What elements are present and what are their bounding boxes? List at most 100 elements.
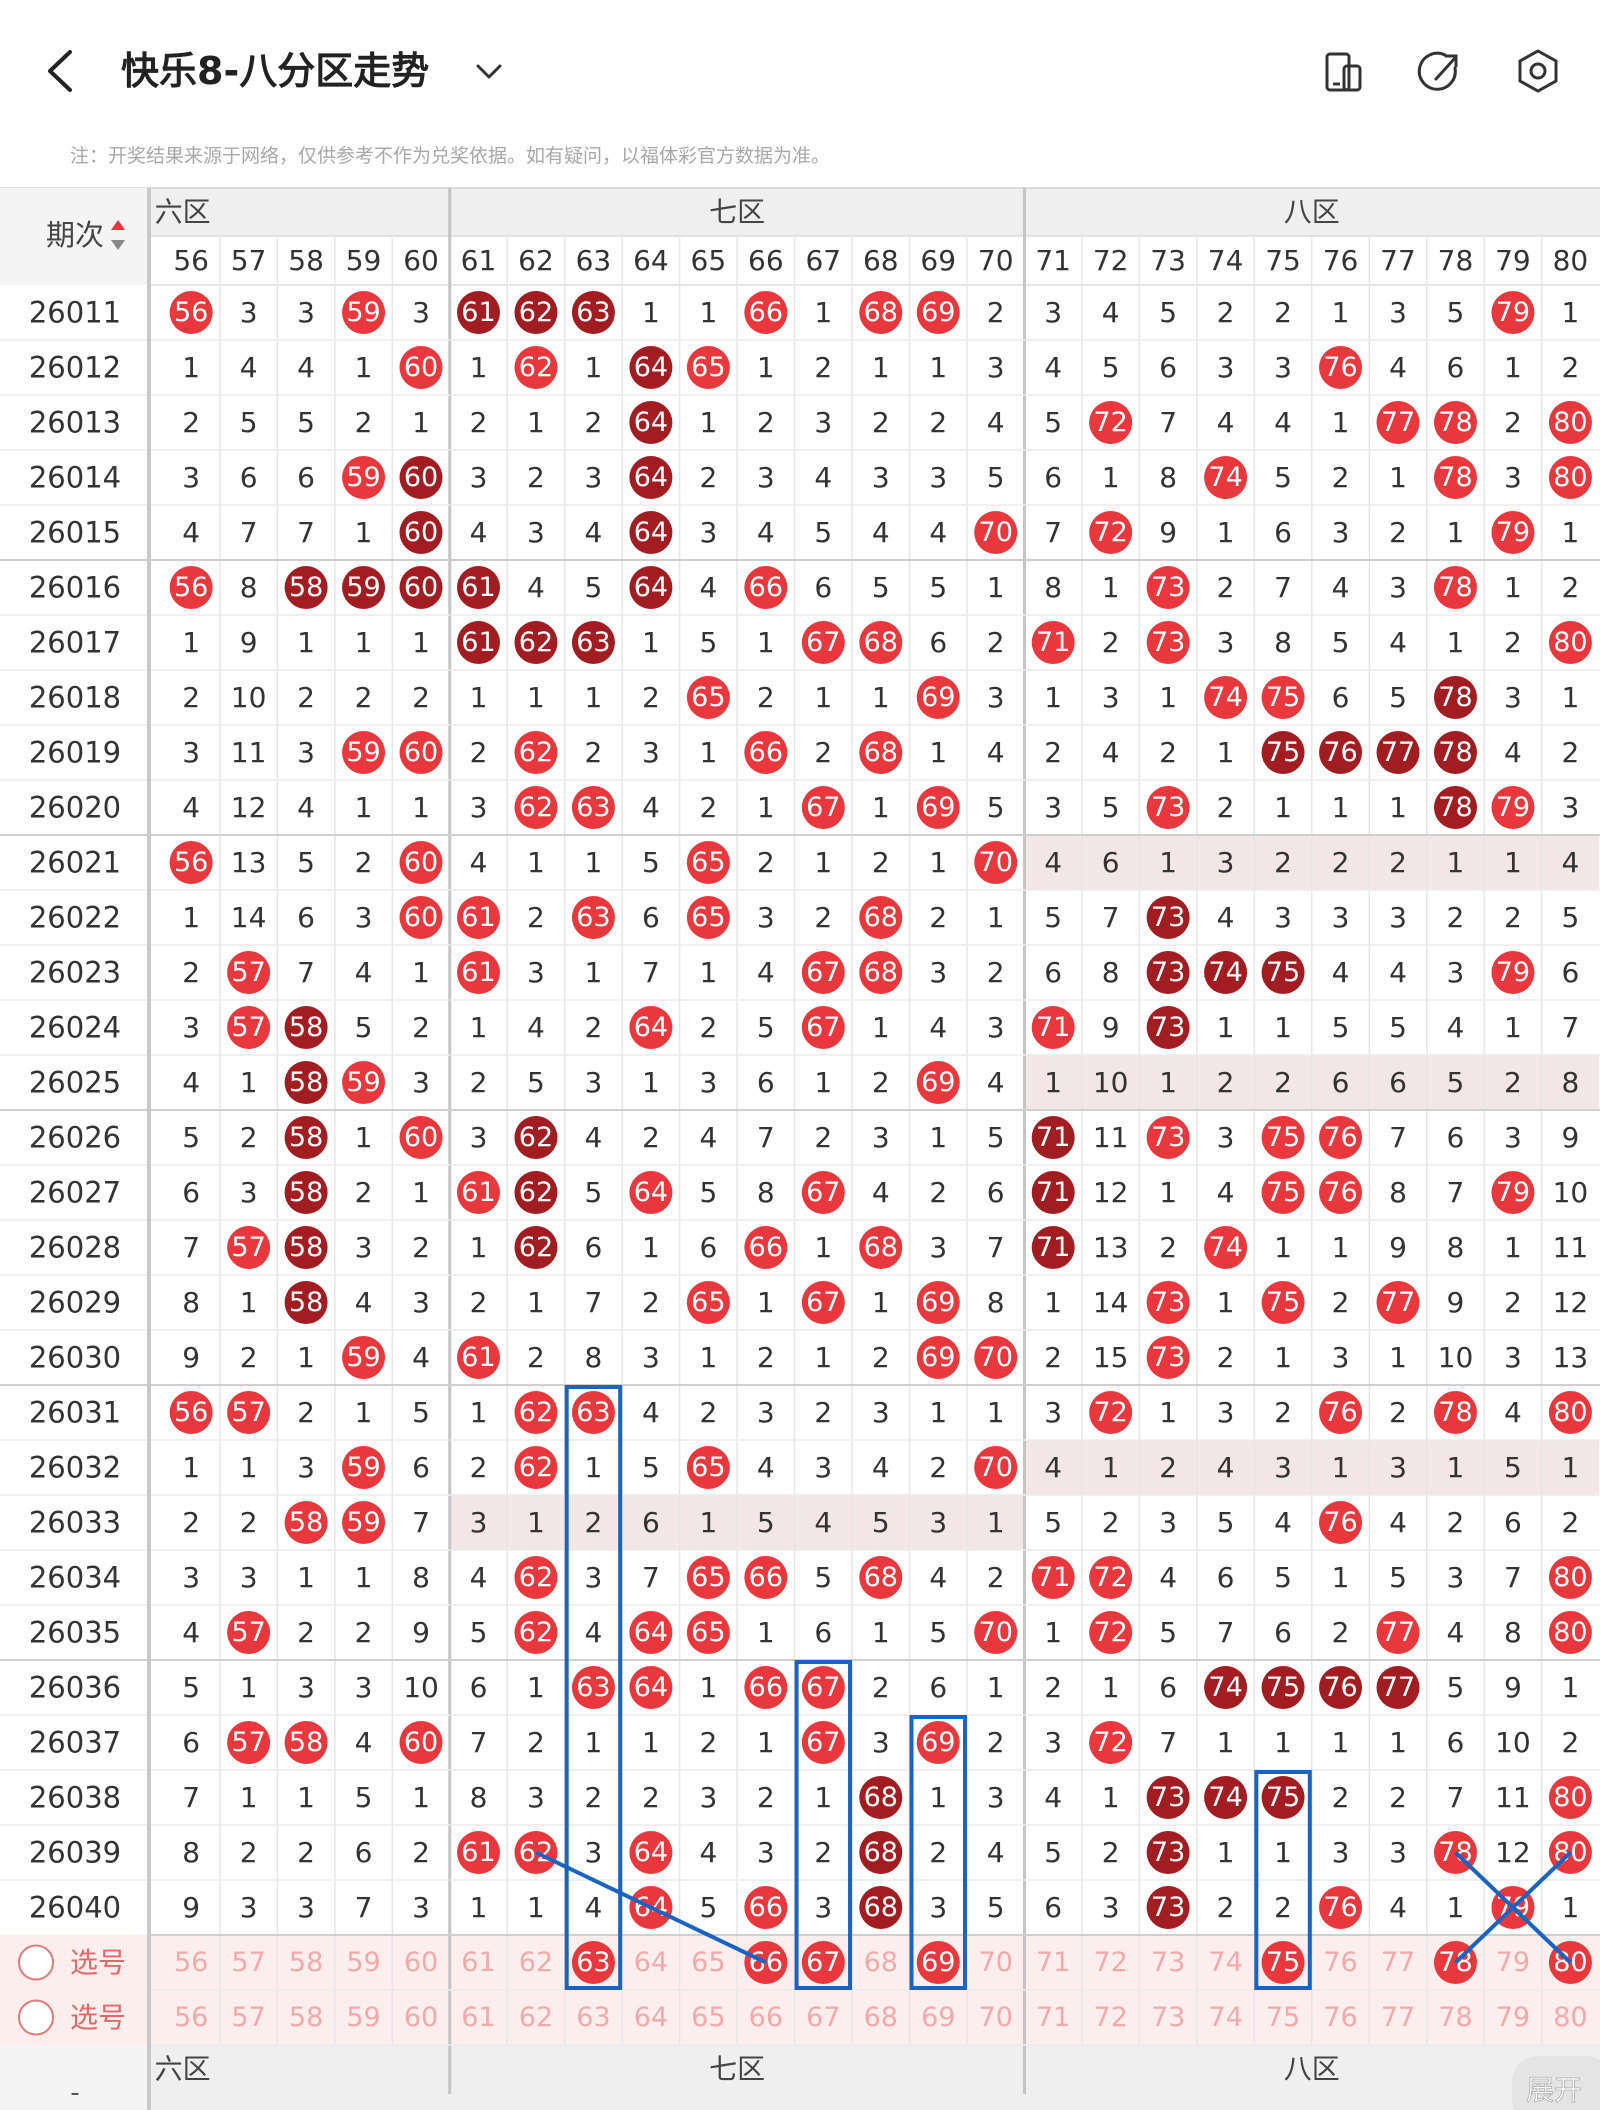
miss-count: 1 xyxy=(1274,1341,1292,1374)
miss-count: 13 xyxy=(1093,1231,1129,1264)
miss-count: 5 xyxy=(1044,1506,1062,1539)
hit-number: 66 xyxy=(749,572,783,603)
miss-count: 2 xyxy=(412,1836,430,1869)
picked-ball[interactable] xyxy=(1261,1941,1305,1984)
hit-ball xyxy=(284,1501,328,1544)
hit-number: 60 xyxy=(404,902,438,933)
hit-number: 69 xyxy=(921,1342,955,1373)
picked-ball[interactable] xyxy=(916,1941,960,1984)
hit-ball xyxy=(629,1611,673,1654)
hit-ball xyxy=(744,1666,788,1709)
miss-count: 4 xyxy=(355,956,373,989)
miss-count: 5 xyxy=(872,571,890,604)
miss-count: 1 xyxy=(470,351,488,384)
hit-ball xyxy=(1089,511,1133,554)
picked-ball[interactable] xyxy=(801,1941,845,1984)
issue-number: 26017 xyxy=(29,626,121,660)
miss-count: 5 xyxy=(1217,1506,1235,1539)
miss-count: 3 xyxy=(355,1671,373,1704)
miss-count: 2 xyxy=(1389,516,1407,549)
miss-count: 5 xyxy=(987,791,1005,824)
hit-ball-dark xyxy=(284,566,328,609)
miss-count: 6 xyxy=(699,1231,717,1264)
miss-count: 4 xyxy=(699,1836,717,1869)
hit-ball xyxy=(744,1556,788,1599)
pick-number: 56 xyxy=(174,1947,208,1978)
miss-count: 1 xyxy=(872,351,890,384)
hit-ball xyxy=(1433,566,1477,609)
hit-ball xyxy=(1491,951,1535,994)
miss-count: 3 xyxy=(872,461,890,494)
miss-count: 2 xyxy=(699,461,717,494)
miss-count: 4 xyxy=(987,736,1005,769)
miss-count: 3 xyxy=(872,1396,890,1429)
hit-number: 68 xyxy=(864,1232,898,1263)
miss-count: 14 xyxy=(231,901,267,934)
miss-count: 3 xyxy=(1389,1451,1407,1484)
hit-number: 73 xyxy=(1151,1782,1185,1813)
hit-number: 57 xyxy=(231,1617,265,1648)
miss-count: 3 xyxy=(699,1066,717,1099)
hit-ball-dark xyxy=(342,566,386,609)
hit-ball xyxy=(974,1336,1018,1379)
miss-count: 2 xyxy=(297,1616,315,1649)
device-icon[interactable] xyxy=(1325,52,1362,92)
miss-count: 6 xyxy=(1102,846,1120,879)
issue-number: 26036 xyxy=(29,1671,121,1705)
hit-number: 59 xyxy=(346,1342,380,1373)
miss-count: 5 xyxy=(814,1561,832,1594)
miss-count: 8 xyxy=(987,1286,1005,1319)
miss-count: 5 xyxy=(1389,1011,1407,1044)
miss-count: 2 xyxy=(814,1396,832,1429)
hit-number: 75 xyxy=(1266,1122,1300,1153)
miss-count: 2 xyxy=(814,901,832,934)
title-dropdown[interactable] xyxy=(476,64,502,79)
miss-count: 2 xyxy=(929,1176,947,1209)
issue-number: 26012 xyxy=(29,351,121,385)
hit-number: 78 xyxy=(1438,1397,1472,1428)
column-number: 73 xyxy=(1150,244,1186,277)
settings-icon[interactable] xyxy=(1518,49,1558,93)
hit-number: 60 xyxy=(404,1727,438,1758)
hit-ball xyxy=(514,786,558,829)
miss-count: 2 xyxy=(1447,1506,1465,1539)
back-button[interactable] xyxy=(48,50,72,92)
miss-count: 1 xyxy=(355,1121,373,1154)
pick-radio[interactable] xyxy=(18,1999,54,2036)
hit-ball xyxy=(1548,1776,1592,1819)
pick-number: 66 xyxy=(749,2002,783,2033)
pick-radio[interactable] xyxy=(18,1944,54,1981)
miss-count: 3 xyxy=(1217,626,1235,659)
miss-count: 1 xyxy=(929,351,947,384)
hit-ball xyxy=(1089,1556,1133,1599)
expand-button[interactable] xyxy=(1512,2056,1600,2110)
miss-count: 2 xyxy=(527,901,545,934)
picked-ball[interactable] xyxy=(571,1941,615,1984)
miss-count: 5 xyxy=(355,1011,373,1044)
hit-number: 62 xyxy=(519,297,553,328)
hit-number: 73 xyxy=(1151,1012,1185,1043)
miss-count: 3 xyxy=(1389,1836,1407,1869)
miss-count: 3 xyxy=(297,1451,315,1484)
pick-number: 79 xyxy=(1496,1947,1530,1978)
share-icon[interactable] xyxy=(1417,51,1458,91)
miss-count: 1 xyxy=(355,516,373,549)
hit-ball-dark xyxy=(514,1171,558,1214)
issue-header[interactable]: 期次 xyxy=(46,218,104,252)
hit-ball xyxy=(1146,786,1190,829)
column-number: 57 xyxy=(231,244,267,277)
hit-number: 65 xyxy=(691,902,725,933)
miss-count: 1 xyxy=(1562,296,1580,329)
miss-count: 1 xyxy=(1504,571,1522,604)
hit-ball xyxy=(744,291,788,334)
miss-count: 5 xyxy=(1102,351,1120,384)
expand-label[interactable]: 展开 xyxy=(1526,2073,1583,2107)
pick-row-bg xyxy=(0,1990,1600,2045)
miss-count: 4 xyxy=(642,791,660,824)
miss-count: 2 xyxy=(585,736,603,769)
hit-ball-dark xyxy=(629,456,673,499)
hit-number: 62 xyxy=(519,1122,553,1153)
miss-count: 1 xyxy=(699,1671,717,1704)
issue-number: 26022 xyxy=(29,901,121,935)
miss-count: 1 xyxy=(412,406,430,439)
